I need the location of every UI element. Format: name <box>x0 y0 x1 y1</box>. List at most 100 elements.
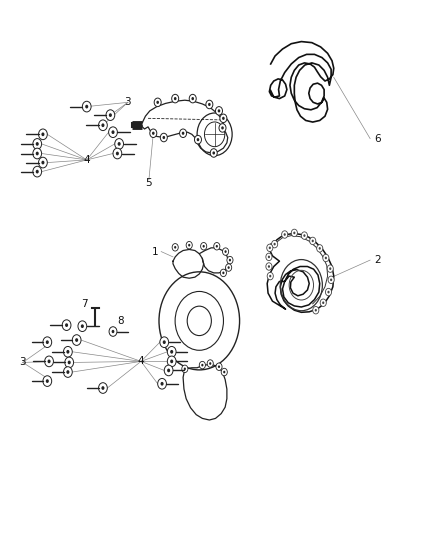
Circle shape <box>67 370 69 374</box>
Circle shape <box>207 360 213 367</box>
Circle shape <box>36 152 39 156</box>
Circle shape <box>109 114 112 117</box>
Text: 5: 5 <box>145 178 152 188</box>
Circle shape <box>209 362 211 365</box>
Circle shape <box>320 299 326 306</box>
Circle shape <box>41 161 45 164</box>
Circle shape <box>317 245 323 252</box>
Circle shape <box>46 341 49 344</box>
Circle shape <box>221 126 224 130</box>
Circle shape <box>65 357 74 368</box>
Circle shape <box>39 157 47 168</box>
Circle shape <box>109 327 117 336</box>
Circle shape <box>191 97 194 100</box>
Circle shape <box>36 169 39 173</box>
Circle shape <box>115 139 124 149</box>
Circle shape <box>197 138 199 141</box>
Circle shape <box>160 337 169 348</box>
Text: 4: 4 <box>83 155 90 165</box>
Circle shape <box>329 268 332 270</box>
Circle shape <box>202 245 205 247</box>
Circle shape <box>167 369 170 372</box>
Circle shape <box>170 359 173 364</box>
Circle shape <box>43 376 52 386</box>
Circle shape <box>164 365 173 376</box>
Circle shape <box>212 151 215 155</box>
Circle shape <box>328 276 334 284</box>
Circle shape <box>216 363 222 370</box>
Circle shape <box>156 101 159 104</box>
Circle shape <box>311 240 314 242</box>
Circle shape <box>323 254 329 262</box>
Circle shape <box>75 338 78 342</box>
Circle shape <box>163 341 166 344</box>
Circle shape <box>113 148 122 159</box>
Circle shape <box>267 272 273 280</box>
Circle shape <box>172 244 178 251</box>
Circle shape <box>220 114 227 123</box>
Circle shape <box>215 107 223 115</box>
Circle shape <box>99 383 107 393</box>
Circle shape <box>43 337 52 348</box>
Circle shape <box>327 265 333 272</box>
Circle shape <box>72 335 81 345</box>
Circle shape <box>219 124 226 132</box>
Circle shape <box>218 109 220 112</box>
Circle shape <box>210 149 217 157</box>
Circle shape <box>78 321 87 332</box>
Circle shape <box>215 245 218 247</box>
Circle shape <box>174 97 177 100</box>
Circle shape <box>45 356 53 367</box>
Circle shape <box>182 132 184 135</box>
Circle shape <box>227 256 233 264</box>
Text: 6: 6 <box>374 134 381 143</box>
Circle shape <box>33 139 42 149</box>
Circle shape <box>188 244 190 247</box>
Text: 8: 8 <box>117 316 124 326</box>
Circle shape <box>322 302 324 304</box>
Circle shape <box>158 378 166 389</box>
Circle shape <box>272 240 278 248</box>
Circle shape <box>109 127 117 138</box>
Circle shape <box>33 166 42 177</box>
Circle shape <box>201 364 203 367</box>
Circle shape <box>283 233 286 236</box>
Circle shape <box>172 94 179 103</box>
Circle shape <box>36 142 39 146</box>
Circle shape <box>268 246 271 249</box>
Circle shape <box>201 243 207 250</box>
Circle shape <box>222 117 225 120</box>
Circle shape <box>170 350 173 354</box>
Circle shape <box>301 232 307 239</box>
Circle shape <box>208 103 211 106</box>
Circle shape <box>189 94 196 103</box>
Circle shape <box>194 135 201 144</box>
Circle shape <box>303 235 305 237</box>
Circle shape <box>182 365 188 373</box>
Circle shape <box>180 129 187 138</box>
Circle shape <box>330 278 332 281</box>
Circle shape <box>112 330 114 333</box>
Circle shape <box>325 288 332 296</box>
Text: 1: 1 <box>152 247 159 256</box>
Circle shape <box>65 323 68 327</box>
Text: 4: 4 <box>138 357 145 366</box>
Circle shape <box>64 367 72 377</box>
Circle shape <box>184 368 186 370</box>
Circle shape <box>167 346 176 357</box>
Circle shape <box>186 241 192 249</box>
Circle shape <box>67 360 71 365</box>
Circle shape <box>226 264 232 271</box>
Circle shape <box>64 346 72 357</box>
Circle shape <box>101 386 104 390</box>
Circle shape <box>67 350 69 354</box>
Circle shape <box>106 110 115 120</box>
Circle shape <box>267 244 273 252</box>
Circle shape <box>222 272 224 274</box>
Circle shape <box>152 132 155 135</box>
Circle shape <box>310 237 316 245</box>
Circle shape <box>318 247 321 249</box>
Circle shape <box>224 250 227 253</box>
Circle shape <box>223 248 229 255</box>
Circle shape <box>313 306 319 314</box>
